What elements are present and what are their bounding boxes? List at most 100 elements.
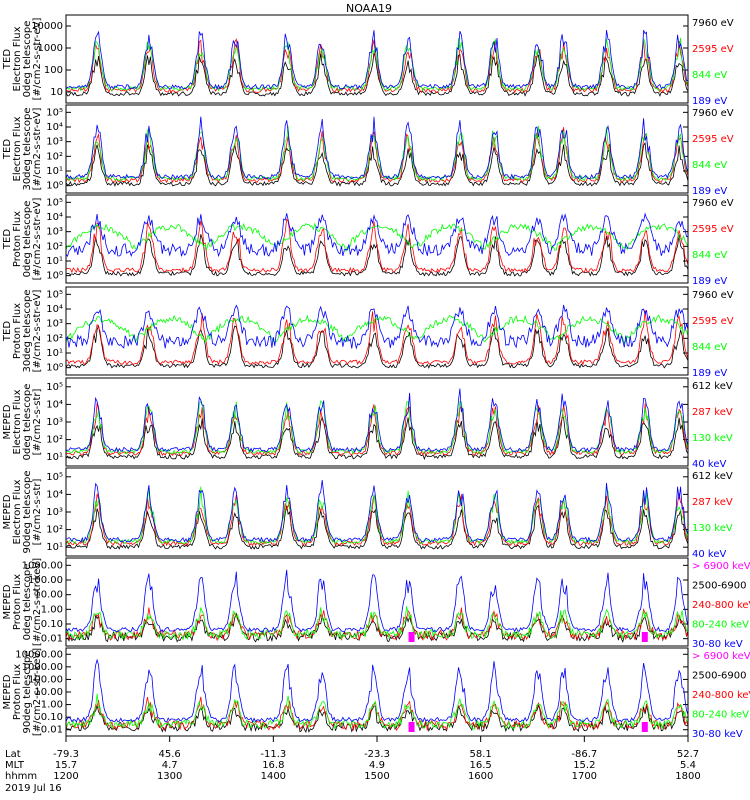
panel-4-legend-1: 2595 eV [692,316,734,327]
panel-3-series-green [65,222,689,253]
panel-4-ytick-label-0: 10⁰ [46,363,63,374]
panel-4-ytick-label-1: 10¹ [46,348,63,359]
panel-1-ylabel: TEDElectron Flux0deg telescope[#/cm2-s-s… [2,18,43,101]
panel-8-ytick-label-3: 10.00 [34,687,63,698]
panel-1-frame [65,14,689,104]
panel-7-ytick-label-5: 1000.00 [22,560,63,571]
panel-5-legend-1: 287 keV [692,407,733,418]
x-col-1-mlt: 4.7 [162,760,178,771]
panel-8-legend-3: 80-240 keV [692,710,749,721]
panel-8-series-blue [65,658,689,723]
panel-4-ylabel: TEDProton Flux30deg telescope[#/cm2-s-st… [2,289,43,372]
panel-2-legend-2: 844 eV [692,160,727,171]
panel-6-legend-3: 40 keV [692,549,726,560]
x-col-0-lat: -79.3 [53,749,79,760]
panel-7-ylabel: MEPEDProton Flux0deg telescope[#/cm2-s-s… [2,558,43,646]
x-col-6-mlt: 5.4 [680,760,696,771]
panel-4-ytick-label-4: 10⁴ [46,304,63,315]
panel-1-legend-3: 189 eV [692,96,727,107]
panel-3-legend-2: 844 eV [692,250,727,261]
panel-3-legend-3: 189 eV [692,276,727,287]
panel-6-ytick-label-4: 10⁵ [46,472,63,483]
panel-5-legend-3: 40 keV [692,459,726,470]
panel-3-ytick-label-1: 10¹ [46,256,63,267]
panel-5-ytick-label-2: 10³ [46,417,63,428]
panel-6-frame [65,467,689,557]
panel-8-series-green [65,693,689,730]
panel-4-ytick-label-5: 10⁵ [46,289,63,300]
panel-5-series-black [65,416,689,461]
panel-5-series-green [65,400,689,455]
panel-8-ytick-label-2: 1.00 [41,700,63,711]
panel-2-frame [65,104,689,194]
panel-3: TEDProton Flux0deg telescope[#/cm2-s-str… [2,194,734,287]
panel-5-legend-0: 612 keV [692,381,733,392]
panel-2-legend-3: 189 eV [692,186,727,197]
panel-7-frame [65,557,689,647]
panel-4-ytick-label-2: 10² [46,333,63,344]
panel-6-legend-2: 130 keV [692,523,733,534]
panel-7-legend-4: 30-80 keV [692,639,743,650]
panel-2-legend-0: 7960 eV [692,108,734,119]
panel-6-series-black [65,504,689,550]
x-col-3-hhmm: 1500 [364,771,389,782]
panel-3-series-red [65,218,689,274]
panel-1-ytick-label-3: 10000 [31,21,63,32]
panel-7-legend-2: 240-800 keV [692,600,750,611]
panel-2-ytick-label-4: 10⁴ [46,122,63,133]
panel-7-legend-1: 2500-6900 [692,581,747,592]
panel-8-magenta-marker-0 [408,722,415,732]
x-col-5-mlt: 15.2 [573,760,595,771]
panel-7-magenta-marker-1 [641,632,648,642]
panel-6-series-green [65,486,689,545]
panel-3-ytick-label-3: 10³ [46,227,63,238]
panel-6: MEPEDElectron Flux90deg telescope[#/cm2-… [2,467,733,560]
x-col-1-lat: 45.6 [159,749,181,760]
panel-5-ytick-label-1: 10² [46,435,63,446]
panel-5-ylabel: MEPEDElectron Flux0deg telescope[#/cm2-s… [2,384,43,461]
panel-5-ytick-label-0: 10¹ [46,452,63,463]
panel-1-series-green [65,37,689,92]
x-col-0-mlt: 15.7 [55,760,77,771]
panel-2-ytick-label-1: 10¹ [46,166,63,177]
panel-6-ytick-label-1: 10² [46,525,63,536]
panel-7-legend-3: 80-240 keV [692,620,749,631]
panel-2-ylabel: TEDElectron Flux30deg telescope[#/cm2-s-… [2,107,43,190]
panel-1-legend-0: 7960 eV [692,18,734,29]
panel-8-legend-2: 240-800 keV [692,690,750,701]
x-col-4-hhmm: 1600 [468,771,493,782]
x-row-label-mlt: MLT [5,760,25,771]
x-col-4-mlt: 16.5 [470,760,492,771]
panel-4-series-blue [65,304,689,350]
panel-1-series-black [65,52,689,97]
panel-2-ytick-label-5: 10⁵ [46,107,63,118]
panel-2-ytick-label-0: 10⁰ [46,181,63,192]
panel-1-ytick-label-2: 1000 [38,43,63,54]
panel-4-series-red [65,310,689,366]
panel-7-series-red [65,607,689,642]
panel-7-magenta-marker-0 [408,632,415,642]
panel-6-ylabel: MEPEDElectron Flux90deg telescope[#/cm2-… [2,470,43,553]
panel-7-series-blue [65,569,689,633]
panel-1-ytick-label-0: 10 [50,87,63,98]
x-col-3-mlt: 4.9 [369,760,385,771]
panel-8-series-black [65,704,689,734]
panel-3-ylabel: TEDProton Flux0deg telescope[#/cm2-s-str… [2,198,43,281]
x-col-6-lat: 52.7 [677,749,699,760]
panel-7-ytick-label-0: 0.01 [41,634,63,645]
panel-7-ytick-label-1: 0.10 [41,619,63,630]
panel-8: MEPEDProton Flux90deg telescope[#/cm2-s-… [2,647,750,740]
x-col-1-hhmm: 1300 [157,771,182,782]
panel-6-ytick-label-0: 10¹ [46,542,63,553]
panel-3-ytick-label-4: 10⁴ [46,212,63,223]
x-col-2-mlt: 16.8 [262,760,284,771]
panel-3-frame [65,194,689,284]
panel-1-ytick-label-1: 100 [44,65,63,76]
x-col-4-lat: 58.1 [470,749,492,760]
panel-8-ytick-label-0: 0.01 [41,725,63,736]
panel-4-series-green [65,314,689,344]
panel-8-ytick-label-6: 10000.00 [15,649,63,660]
panel-3-ytick-label-0: 10⁰ [46,271,63,282]
panel-3-series-blue [65,212,689,258]
